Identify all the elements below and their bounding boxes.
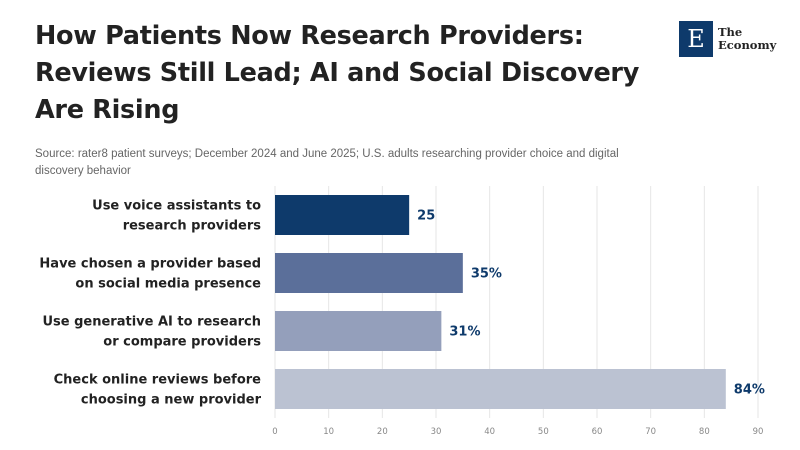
x-tick-label-2: 20 [377,427,388,437]
x-tick-label-3: 30 [431,427,442,437]
category-label-2-line-0: Use generative AI to research [42,315,261,330]
title-line-3: Are Rising [35,95,180,125]
x-tick-label-0: 0 [272,427,277,437]
category-label-3-line-0: Check online reviews before [54,373,262,388]
bar-1 [275,253,463,293]
bar-2 [275,311,442,351]
category-label-3-line-1: choosing a new provider [81,393,262,408]
logo-mark: E [679,21,713,57]
category-label-2-line-1: or compare providers [103,335,261,350]
x-tick-label-8: 80 [699,427,710,437]
x-tick-label-6: 60 [592,427,603,437]
title-line-1: How Patients Now Research Providers: [35,21,584,51]
logo-line-2: Economy [718,38,777,52]
x-tick-label-7: 70 [645,427,656,437]
value-label-2: 31% [449,325,480,340]
logo-line-1: The [718,25,743,39]
category-label-1-line-0: Have chosen a provider based [39,257,261,272]
x-tick-label-4: 40 [484,427,495,437]
chart-source-note: Source: rater8 patient surveys; December… [35,148,619,177]
x-tick-label-5: 50 [538,427,549,437]
bar-3 [275,369,726,409]
value-label-1: 35% [471,267,502,282]
category-label-1-line-1: on social media presence [75,277,261,292]
value-label-0: 25 [417,209,435,224]
x-tick-label-9: 90 [753,427,764,437]
title-line-2: Reviews Still Lead; AI and Social Discov… [35,58,640,88]
logo-wordmark: The Economy [718,26,776,52]
chart-title: How Patients Now Research Providers: Rev… [35,18,655,129]
the-economy-logo: E The Economy [679,21,776,57]
category-label-0-line-0: Use voice assistants to [92,199,261,214]
value-label-3: 84% [734,383,765,398]
x-tick-label-1: 10 [323,427,334,437]
category-label-0-line-1: research providers [123,219,262,234]
bar-0 [275,195,410,235]
